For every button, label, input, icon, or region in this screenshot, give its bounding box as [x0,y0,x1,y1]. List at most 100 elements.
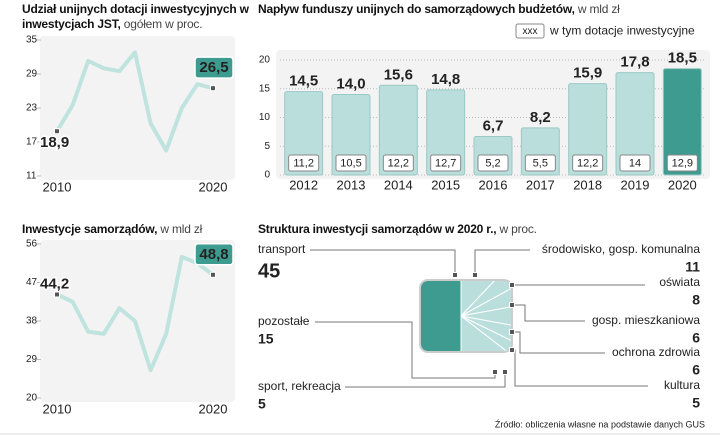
leader-marker [509,347,515,353]
bar-value-label: 18,5 [668,50,697,67]
x-tick-label: 2018 [573,177,602,192]
x-tick-label: 2010 [43,401,72,416]
chart-subtitle: w mld zł [577,2,620,16]
point-marker [54,128,60,135]
bar [284,91,324,176]
chart-title: Udział unijnych dotacji inwestycyjnych w… [22,2,249,31]
legend-label: w tym dotacje inwestycyjne [549,24,695,38]
plot-background [40,36,235,180]
inner-value-label: 12,2 [388,157,409,169]
chart-subtitle: ogółem w proc. [123,17,203,31]
leader-marker [492,369,498,375]
point-marker [54,291,60,298]
value-label: 6 [692,362,700,378]
value-label-box [194,243,234,266]
line [56,254,215,373]
y-tick-label: 38 [26,316,38,327]
inner-value-label: 12,2 [577,157,598,169]
inner-label-box [666,154,698,172]
value-label: 5 [692,395,700,411]
bar-value-label: 14,0 [336,75,365,92]
x-tick-label: 2016 [479,177,508,192]
y-tick-label: 5 [264,141,270,152]
category-label: transport [258,242,306,256]
category-label: ochrona zdrowia [612,345,700,359]
category-label: kultura [664,378,700,392]
inner-label-box [572,154,604,172]
category-label: pozostałe [258,314,310,328]
category-label: środowisko, gosp. komunalna [542,242,700,256]
legend-swatch [515,23,545,39]
x-tick-label: 2017 [526,177,555,192]
bar [662,68,702,176]
y-tick-label: 56 [26,239,38,250]
x-tick-label: 2013 [337,177,366,192]
inner-label-box [430,154,462,172]
y-tick-label: 11 [26,171,37,182]
x-tick-label: 2020 [199,401,228,416]
inner-value-label: 11,2 [293,157,314,169]
inner-value-label: 12,9 [672,157,693,169]
value-label: 15 [258,331,274,347]
point-marker [210,271,216,278]
point-marker [210,85,216,92]
x-tick-label: 2014 [384,177,413,192]
chart-title-block: Inwestycje samorządów, w mld zł [22,222,252,237]
value-label: 18,9 [40,134,69,151]
inner-label-box [335,154,367,172]
y-tick-label: 15 [259,83,271,94]
y-tick-label: 29 [26,69,38,80]
bar-value-label: 15,6 [384,66,413,83]
bar [615,72,655,176]
category-label: oświata [659,275,700,289]
value-label: 48,8 [199,246,228,263]
y-tick-label: 17 [26,137,38,148]
bar-value-label: 14,5 [289,73,318,90]
bar [426,89,466,176]
value-label: 45 [258,260,280,282]
chart-title-block: Napływ funduszy unijnych do samorządowyc… [258,2,718,17]
leader-line [345,372,506,388]
value-label: 5 [258,396,266,412]
chart-title: Napływ funduszy unijnych do samorządowyc… [258,2,575,16]
segment [420,280,461,352]
inner-label-box [524,154,556,172]
inner-label-box [382,154,414,172]
leader-line [474,249,530,275]
value-label: 26,5 [199,59,228,76]
value-label-box [194,56,234,79]
x-tick-label: 2010 [43,179,72,194]
value-label: 11 [685,259,700,275]
chart-title: Inwestycje samorządów, [22,222,158,236]
plot-background [40,240,235,402]
chart-title-block: Struktura inwestycji samorządów w 2020 r… [258,222,718,237]
inner-value-label: 5,2 [485,157,500,169]
bar [378,84,418,176]
x-tick-label: 2020 [668,177,697,192]
segment [460,314,510,352]
legend-sample: xxx [523,26,538,37]
y-tick-label: 23 [26,103,38,114]
x-tick-label: 2012 [289,177,318,192]
leader-marker [509,282,515,288]
bar-value-label: 14,8 [431,71,460,88]
source-note: Źródło: obliczenia własne na podstawie d… [495,419,705,429]
square [420,280,512,352]
inner-label-box [288,154,320,172]
leader-marker [452,272,458,278]
inner-label-box [619,154,651,172]
x-tick-label: 2015 [431,177,460,192]
chart-title-block: Udział unijnych dotacji inwestycyjnych w… [22,2,252,32]
y-tick-label: 20 [259,55,271,66]
y-tick-label: 20 [26,393,38,404]
leader-marker [472,272,478,278]
bar-value-label: 6,7 [483,117,504,134]
y-tick-label: 29 [26,354,38,365]
value-label: 8 [692,292,700,308]
bar-value-label: 15,9 [573,65,602,82]
leader-line [512,304,585,322]
chart-subtitle: w proc. [499,222,537,236]
bar-value-label: 17,8 [620,54,649,71]
